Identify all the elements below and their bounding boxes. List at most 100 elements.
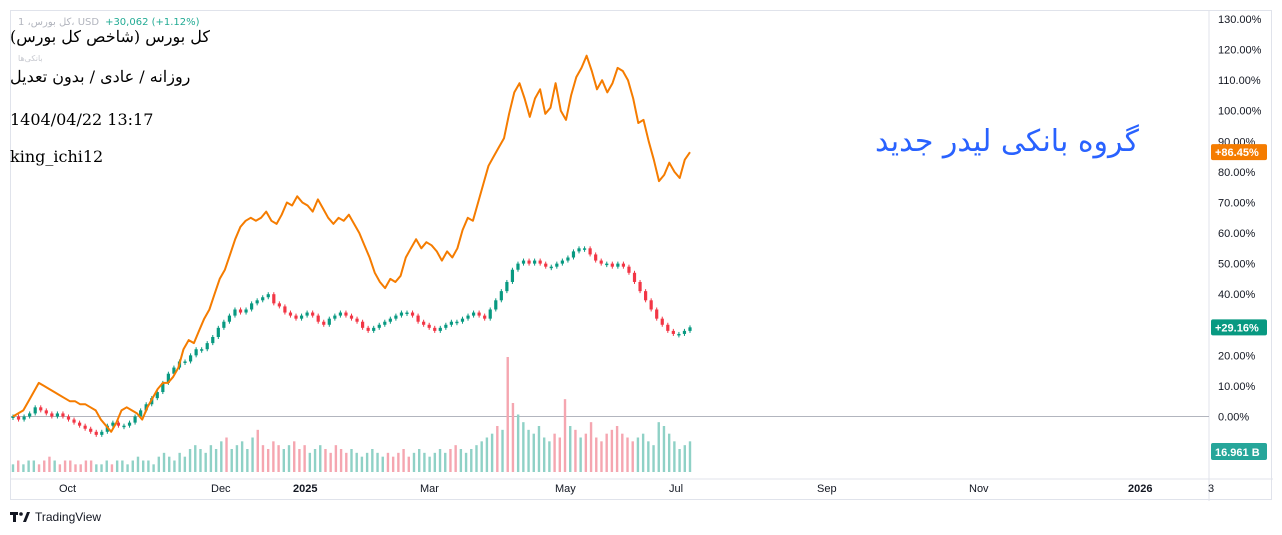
candle xyxy=(560,260,564,264)
candle xyxy=(16,416,21,420)
candle xyxy=(544,263,548,267)
candle xyxy=(227,315,232,322)
orange-last-value-badge: +86.45% xyxy=(1215,147,1259,159)
volume-bar xyxy=(183,456,187,472)
candle xyxy=(33,407,37,414)
candle xyxy=(438,327,442,331)
tradingview-footer[interactable]: TradingView xyxy=(10,510,101,524)
volume-bar xyxy=(641,433,645,472)
candle xyxy=(322,321,326,325)
volume-bar xyxy=(480,441,483,472)
volume-bar xyxy=(449,449,452,472)
x-tick-label: Nov xyxy=(969,483,989,495)
volume-bar xyxy=(27,460,30,472)
volume-bar xyxy=(365,452,369,472)
volume-bar xyxy=(610,429,614,472)
volume-bar xyxy=(126,464,129,472)
candle-last-value-badge-bg xyxy=(1211,319,1267,336)
candle xyxy=(460,318,465,322)
candle xyxy=(588,248,592,255)
volume-bar xyxy=(563,399,567,472)
volume-bar xyxy=(418,449,421,472)
candle xyxy=(605,263,609,266)
volume-bar xyxy=(391,456,395,472)
volume-bar xyxy=(204,452,207,472)
volume-bar xyxy=(636,437,640,472)
candle xyxy=(577,248,581,252)
legend-sub-faded: بانکی‌ها xyxy=(18,54,43,63)
candle xyxy=(299,315,304,319)
volume-bar xyxy=(407,456,410,472)
candle xyxy=(277,303,281,307)
chart-area[interactable]: 130.00% 120.00% 110.00% 100.00% 90.00% 80.00%… xyxy=(10,10,1273,501)
x-tick-label: Mar xyxy=(420,483,439,495)
volume-bar xyxy=(95,464,98,472)
candle xyxy=(377,324,381,328)
x-tick-label: Sep xyxy=(817,483,837,495)
candle xyxy=(216,327,220,337)
volume-bar xyxy=(282,449,285,472)
volume-bar xyxy=(371,449,374,472)
candle xyxy=(333,315,337,319)
orange-line xyxy=(12,54,691,433)
y-tick-label: 110.00% xyxy=(1218,75,1261,87)
tradingview-brand: TradingView xyxy=(35,510,102,524)
volume-bar xyxy=(225,437,228,472)
volume-bar xyxy=(43,460,46,472)
candle xyxy=(250,303,254,310)
candle xyxy=(666,324,670,331)
candle xyxy=(433,327,437,331)
candle xyxy=(266,294,270,298)
candle xyxy=(22,416,26,420)
candle xyxy=(44,410,48,414)
chart-subtitle: روزانه / عادی / بدون تعدیل xyxy=(10,67,191,86)
candle xyxy=(205,343,209,350)
volume-bar xyxy=(412,452,416,472)
volume-bar xyxy=(688,441,692,472)
chart-annotation: گروه بانکی لیدر جدید xyxy=(875,124,1139,159)
volume-bar xyxy=(345,452,348,472)
candle xyxy=(338,312,343,316)
candle xyxy=(538,260,542,264)
y-tick-label: 10.00% xyxy=(1218,381,1256,393)
candle xyxy=(627,266,631,273)
y-tick-label: 0.00% xyxy=(1218,412,1249,424)
volume-bar xyxy=(11,464,15,472)
candle xyxy=(488,309,492,319)
candle xyxy=(327,318,331,325)
candle xyxy=(405,312,409,315)
volume-bar xyxy=(454,445,457,472)
volume-bar xyxy=(121,460,124,472)
candle xyxy=(50,413,54,417)
volume-bar xyxy=(303,445,306,472)
volume-bar xyxy=(230,449,233,472)
candle xyxy=(499,291,503,301)
candle xyxy=(494,300,498,310)
candle-series xyxy=(11,246,692,437)
volume-bar xyxy=(261,445,265,472)
candle xyxy=(183,361,187,363)
candle xyxy=(83,425,87,429)
volume-bar xyxy=(105,460,108,472)
candle xyxy=(394,315,398,319)
volume-bar xyxy=(84,460,88,472)
volume-bar xyxy=(360,456,364,472)
candle xyxy=(422,321,426,325)
candle xyxy=(238,309,243,313)
volume-bar xyxy=(53,460,56,472)
volume-bar xyxy=(673,441,676,472)
candle xyxy=(505,281,509,292)
candle xyxy=(555,263,559,267)
candle xyxy=(116,422,121,426)
volume-bar xyxy=(626,437,629,472)
volume-bar xyxy=(178,452,181,472)
volume-bar xyxy=(272,441,275,472)
candle xyxy=(533,260,537,264)
volume-bar xyxy=(558,437,562,472)
candle xyxy=(61,413,65,417)
candle xyxy=(305,312,309,316)
candle xyxy=(410,312,415,316)
chart-datetime: 1404/04/22 13:17 xyxy=(10,110,154,129)
candle xyxy=(599,260,603,264)
volume-bar xyxy=(647,441,650,472)
